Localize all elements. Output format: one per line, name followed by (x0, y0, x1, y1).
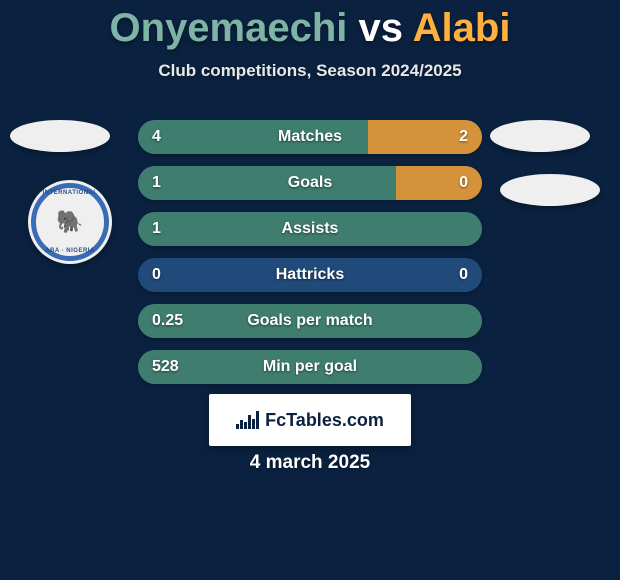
stat-row: 4Matches2 (138, 120, 482, 154)
team-badge-oval-left (10, 120, 110, 152)
logo-bar (240, 420, 243, 429)
stat-label: Hattricks (138, 266, 482, 284)
stat-row: 1Assists (138, 212, 482, 246)
stat-row: 0.25Goals per match (138, 304, 482, 338)
page-title: Onyemaechi vs Alabi (0, 0, 620, 51)
fctables-logo: FcTables.com (209, 394, 411, 446)
stat-value-right: 0 (459, 174, 468, 192)
team-badge-circle-left: INTERNATIONAL 🐘 ABA · NIGERIA (28, 180, 112, 264)
stat-label: Min per goal (138, 358, 482, 376)
stat-label: Goals (138, 174, 482, 192)
team-badge-oval-right-1 (490, 120, 590, 152)
title-left: Onyemaechi (110, 6, 348, 50)
logo-bar (236, 424, 239, 429)
badge-ring: INTERNATIONAL 🐘 ABA · NIGERIA (31, 183, 109, 261)
stat-row: 1Goals0 (138, 166, 482, 200)
stat-value-right: 0 (459, 266, 468, 284)
subtitle: Club competitions, Season 2024/2025 (0, 61, 620, 81)
stat-row: 0Hattricks0 (138, 258, 482, 292)
elephant-icon: 🐘 (56, 209, 83, 235)
logo-bar (248, 415, 251, 429)
badge-ring-text-top: INTERNATIONAL (42, 190, 97, 196)
title-vs: vs (359, 6, 404, 50)
stat-row: 528Min per goal (138, 350, 482, 384)
stat-label: Assists (138, 220, 482, 238)
title-right: Alabi (413, 6, 511, 50)
stat-label: Goals per match (138, 312, 482, 330)
date-label: 4 march 2025 (0, 452, 620, 474)
logo-bar (256, 411, 259, 429)
stats-container: 4Matches21Goals01Assists0Hattricks00.25G… (138, 120, 482, 396)
logo-bar (252, 419, 255, 429)
team-badge-oval-right-2 (500, 174, 600, 206)
stat-label: Matches (138, 128, 482, 146)
logo-bar (244, 422, 247, 429)
badge-ring-text-bottom: ABA · NIGERIA (45, 248, 95, 254)
logo-text: FcTables.com (265, 410, 384, 431)
stat-value-right: 2 (459, 128, 468, 146)
bars-icon (236, 411, 259, 429)
